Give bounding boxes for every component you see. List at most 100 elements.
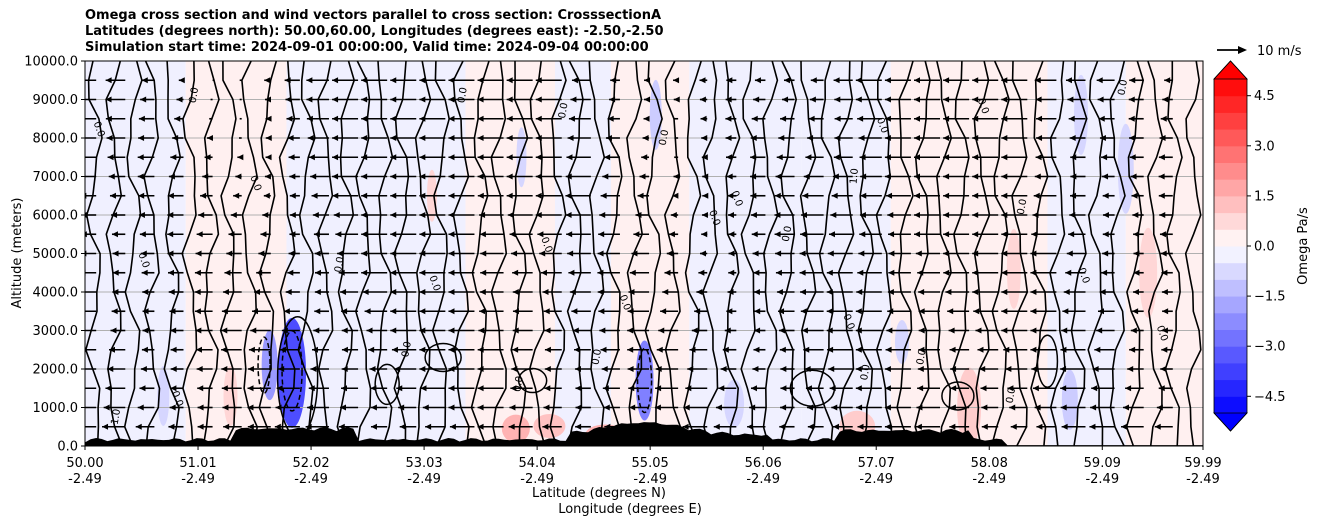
wind-vector-head-280: [477, 154, 484, 161]
wind-vector-head-56: [141, 77, 148, 84]
wind-vector-head-363: [628, 385, 635, 392]
wind-vector-head-60: [170, 366, 177, 372]
colorbar-segment-12: [1214, 195, 1247, 214]
wind-vector-head-155: [310, 366, 317, 372]
wind-vector-head-83: [194, 289, 201, 295]
wind-vector-head-463: [776, 289, 783, 295]
wind-vector-head-447: [751, 231, 758, 238]
wind-vector-head-405: [694, 308, 701, 315]
omega-anomaly-10: [223, 365, 238, 426]
wind-vector-head-546: [884, 154, 891, 161]
wind-vector-head-692: [1133, 269, 1140, 276]
colorbar-segment-3: [1214, 346, 1247, 364]
wind-vector-head-303: [506, 77, 513, 84]
wind-vector-head-678: [1102, 173, 1109, 180]
wind-vector-head-315: [535, 212, 542, 218]
wind-vector-head-340: [570, 96, 577, 103]
contour-loop-4: [424, 342, 462, 373]
wind-vector-head-287: [510, 385, 517, 392]
wind-vector-head-568: [914, 96, 921, 103]
wind-vector-head-265: [448, 77, 455, 84]
wind-vector-head-492: [809, 96, 816, 103]
colorbar: 4.5 3.0 1.5 0.0 −1.5 −3.0 −4.5: [1213, 60, 1286, 432]
wind-vector-head-444: [753, 289, 760, 295]
wind-vector-head-236: [419, 269, 426, 276]
wind-vector-head-676: [1102, 212, 1109, 218]
colorbar-segment-2: [1214, 362, 1247, 381]
wind-vector-head-300: [506, 135, 513, 141]
wind-vector-head-76: [197, 423, 204, 430]
contour-line-21: [490, 61, 508, 446]
wind-vector-head-52: [137, 154, 144, 161]
wind-vector-head-411: [702, 192, 709, 199]
wind-vector-head-378: [644, 96, 651, 103]
wind-vector-head-389: [666, 250, 673, 257]
wind-vector-head-704: [1156, 404, 1163, 411]
wind-vector-head-563: [914, 192, 921, 199]
wind-vector-head-467: [774, 212, 781, 218]
wind-vector-head-273: [479, 289, 486, 295]
wind-vector-head-597: [972, 269, 979, 276]
wind-vector-head-176: [341, 327, 348, 334]
wind-vector-head-558: [918, 289, 925, 295]
wind-vector-head-556: [918, 327, 925, 334]
wind-vector-head-646: [1061, 423, 1068, 430]
wind-vector-head-640: [1034, 173, 1041, 180]
wind-vector-head-129: [265, 135, 272, 141]
wind-vector-head-29: [111, 231, 118, 238]
wind-vector-head-6: [77, 308, 83, 314]
wind-vector-head-420: [718, 385, 725, 392]
wind-vector-head-703: [1154, 423, 1161, 430]
wind-vector-head-126: [263, 192, 270, 199]
wind-vector-head-401: [685, 385, 692, 392]
wind-vector-head-143: [289, 231, 296, 238]
colorbar-segment-18: [1214, 95, 1247, 113]
wind-vectors: [77, 77, 1173, 430]
wind-vector-head-228: [425, 423, 432, 430]
contour-line-2: [123, 61, 143, 446]
wind-vector-head-54: [138, 115, 145, 122]
wind-vector-head-667: [1091, 385, 1098, 392]
wind-vector-head-406: [696, 289, 703, 295]
contour-line-3: [143, 61, 161, 446]
wind-vector-head-656: [1068, 231, 1075, 238]
wind-vector-head-376: [642, 135, 649, 141]
wind-vector-head-658: [1070, 192, 1077, 199]
wind-vector-head-33: [107, 154, 114, 161]
wind-vector-head-120: [252, 308, 259, 315]
colorbar-segment-10: [1214, 229, 1247, 247]
wind-vector-head-550: [884, 77, 891, 84]
contour-loop-1: [257, 336, 271, 394]
wind-vector-head-28: [112, 250, 119, 257]
wind-vector-head-278: [477, 192, 484, 199]
chart-title-line-2: Latitudes (degrees north): 50.00,60.00, …: [85, 24, 664, 39]
wind-vector-head-359: [609, 96, 616, 103]
wind-vector-head-367: [627, 308, 634, 315]
wind-vector-head-224: [390, 135, 397, 141]
wind-vector-head-679: [1101, 154, 1108, 161]
x-tick-label-lon-6: -2.49: [746, 472, 780, 487]
wind-vector-head-644: [1035, 96, 1042, 103]
wind-vector-head-521: [857, 269, 864, 276]
wind-vector-head-356: [604, 154, 611, 161]
wind-vector-head-317: [535, 173, 542, 180]
x-tick-label-lat-7: 57.07: [858, 456, 895, 471]
wind-vector-head-195: [366, 327, 373, 334]
wind-vector-head-684: [1121, 423, 1128, 430]
wind-vector-head-239: [419, 212, 426, 218]
wind-vector-head-701: [1128, 96, 1135, 103]
wind-vector-head-216: [390, 289, 397, 295]
wind-vector-head-457: [780, 404, 787, 411]
wind-vector-head-95: [223, 423, 230, 430]
wind-vector-head-650: [1060, 346, 1067, 353]
wind-vector-head-688: [1129, 346, 1136, 353]
wind-vector-head-693: [1133, 250, 1140, 257]
wind-vector-head-542: [888, 231, 895, 238]
wind-vector-head-471: [778, 135, 785, 141]
wind-vector-head-263: [448, 115, 455, 122]
contour-label-1: 0.0: [188, 86, 202, 104]
colorbar-tick-label-5: −3.0: [1254, 340, 1286, 355]
wind-vector-head-614: [1001, 308, 1008, 315]
wind-vector-head-127: [264, 173, 271, 180]
